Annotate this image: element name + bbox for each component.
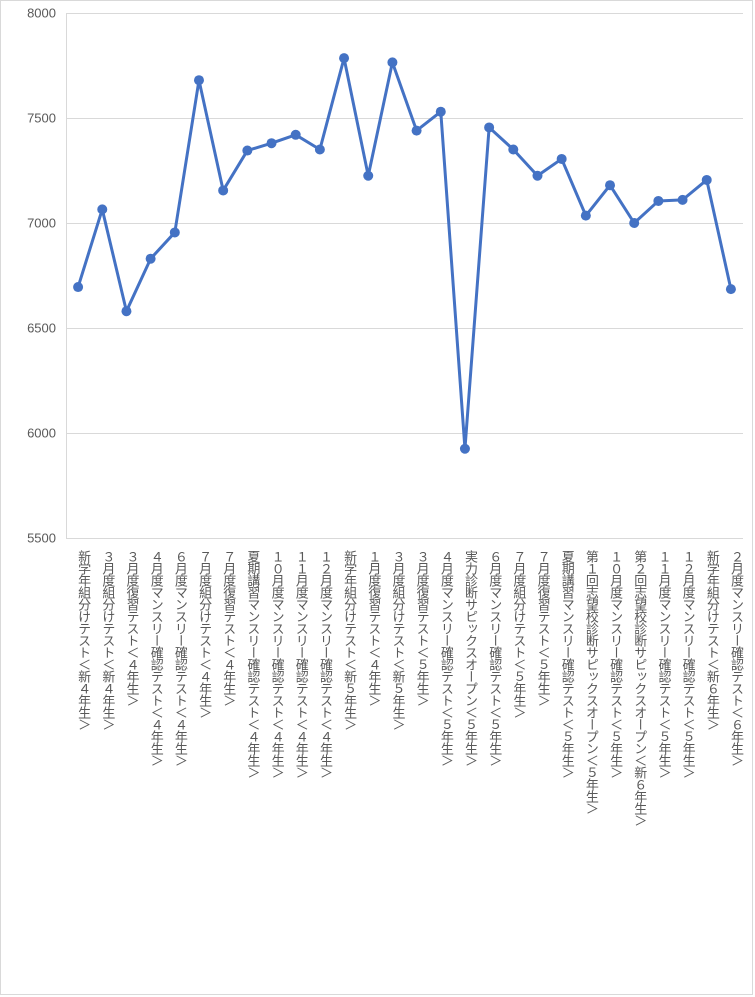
- x-tick-label: １０月度マンスリー確認テスト＜５年生＞: [598, 550, 622, 778]
- x-tick-label: 第１回志望校診断サピックスオープン＜５年生＞: [574, 550, 598, 814]
- x-tick-label: 夏期講習マンスリー確認テスト＜４年生＞: [235, 550, 259, 778]
- x-tick-label: ３月度組分けテスト＜新５年生＞: [380, 550, 404, 730]
- x-tick-label: ６月度マンスリー確認テスト＜５年生＞: [477, 550, 501, 766]
- x-tick-label: １月度復習テスト＜４年生＞: [356, 550, 380, 706]
- x-tick-label: １２月度マンスリー確認テスト＜５年生＞: [670, 550, 694, 778]
- x-tick-label: ７月度復習テスト＜４年生＞: [211, 550, 235, 706]
- x-tick-label: １０月度マンスリー確認テスト＜４年生＞: [259, 550, 283, 778]
- line-chart: 550060006500700075008000 新学年組分けテスト＜新４年生＞…: [0, 0, 753, 995]
- line-series: [1, 1, 754, 996]
- x-tick-label: 夏期講習マンスリー確認テスト＜５年生＞: [550, 550, 574, 778]
- x-tick-label: ７月度組分けテスト＜５年生＞: [501, 550, 525, 718]
- x-tick-label: ３月度復習テスト＜５年生＞: [405, 550, 429, 706]
- x-tick-label: 新学年組分けテスト＜新５年生＞: [332, 550, 356, 730]
- x-tick-label: 新学年組分けテスト＜新４年生＞: [66, 550, 90, 730]
- x-tick-label: １１月度マンスリー確認テスト＜４年生＞: [284, 550, 308, 778]
- x-tick-label: 新学年組分けテスト＜新６年生＞: [695, 550, 719, 730]
- x-tick-label: １１月度マンスリー確認テスト＜５年生＞: [646, 550, 670, 778]
- x-tick-label: １２月度マンスリー確認テスト＜４年生＞: [308, 550, 332, 778]
- x-tick-label: ３月度復習テスト＜４年生＞: [114, 550, 138, 706]
- x-tick-label: 実力診断サピックスオープン＜５年生＞: [453, 550, 477, 766]
- x-tick-label: ４月度マンスリー確認テスト＜４年生＞: [139, 550, 163, 766]
- x-tick-label: ７月度復習テスト＜５年生＞: [525, 550, 549, 706]
- x-tick-label: ６月度マンスリー確認テスト＜４年生＞: [163, 550, 187, 766]
- x-tick-label: 第２回志望校診断サピックスオープン＜新６年生＞: [622, 550, 646, 826]
- x-tick-label: ２月度マンスリー確認テスト＜６年生＞: [719, 550, 743, 766]
- x-tick-label: ３月度組分けテスト＜新４年生＞: [90, 550, 114, 730]
- x-tick-label: ４月度マンスリー確認テスト＜５年生＞: [429, 550, 453, 766]
- x-tick-label: ７月度組分けテスト＜４年生＞: [187, 550, 211, 718]
